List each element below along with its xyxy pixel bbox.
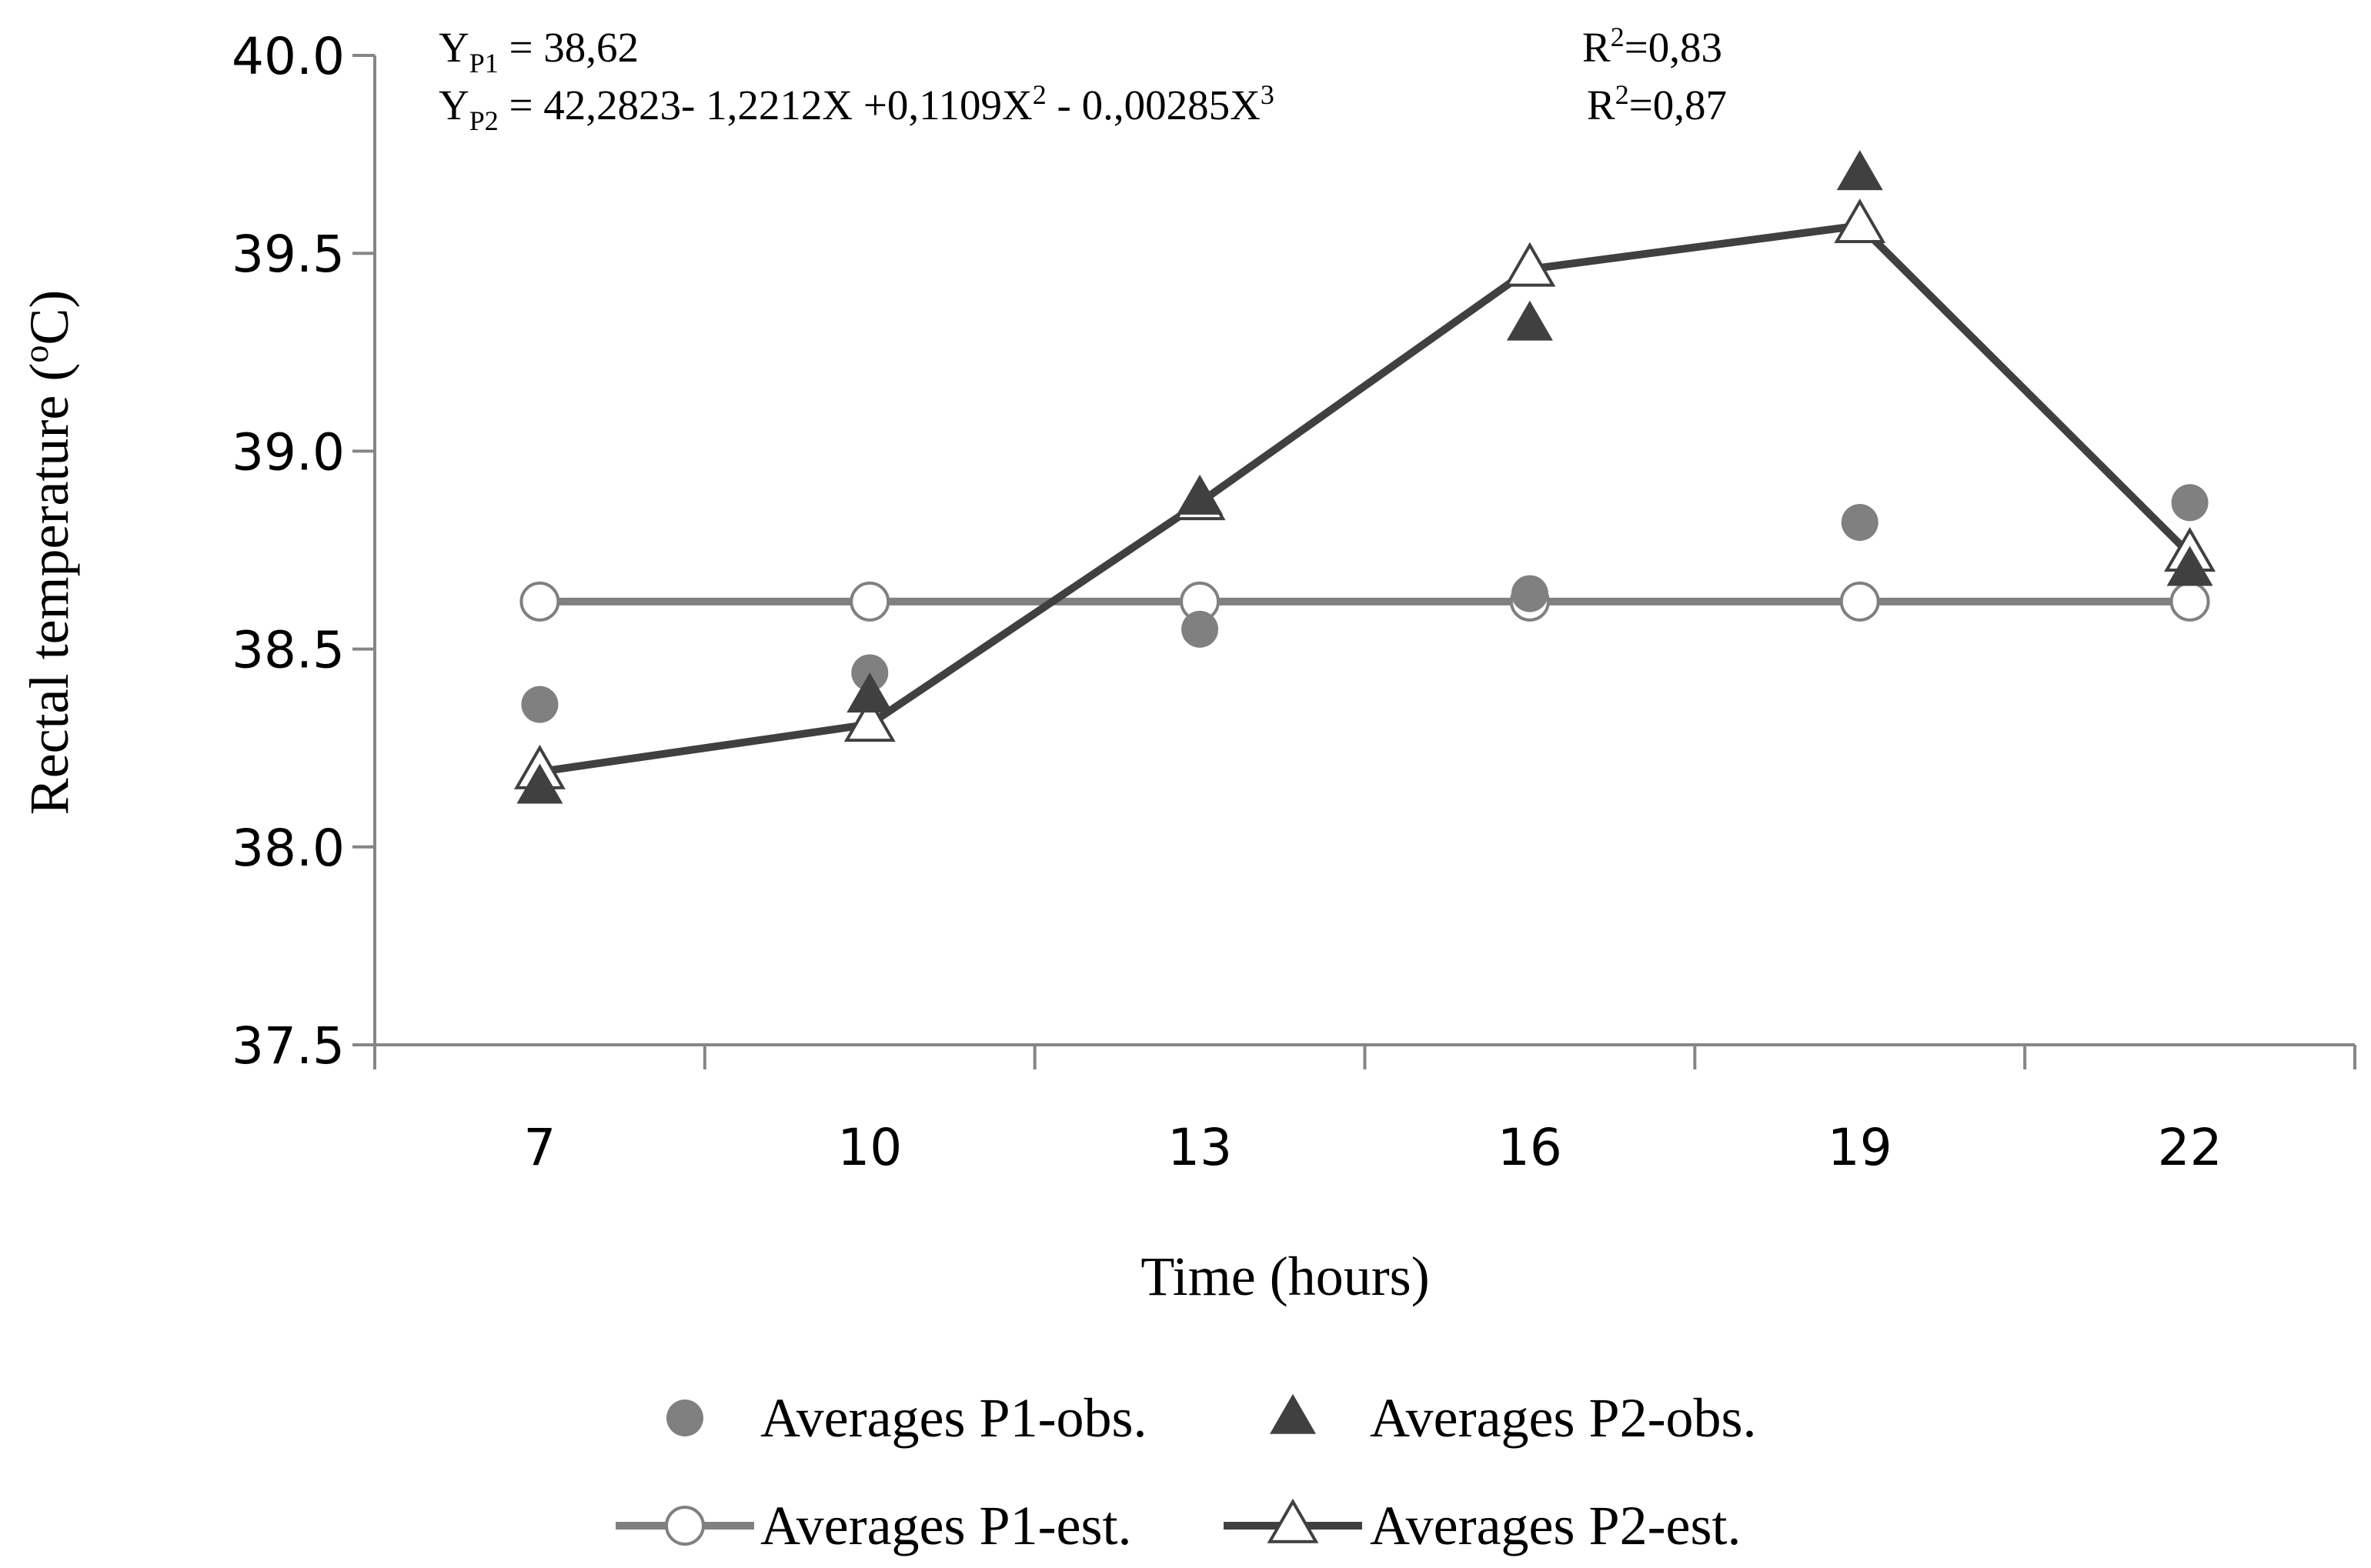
x-tick-label: 10 — [837, 1118, 902, 1177]
series-0-point — [1511, 575, 1548, 612]
series-0-point — [1841, 503, 1878, 541]
series-1-point — [516, 763, 563, 804]
legend-label: Averages P1-est. — [760, 1495, 1132, 1556]
series-0-point — [2171, 484, 2209, 522]
r-squared-p2: R2=0,87 — [1587, 79, 1727, 128]
equation-p2: YP2 = 42,2823- 1,2212X +0,1109X2 - 0.,00… — [439, 79, 1274, 136]
legend-label: Averages P2-obs. — [1370, 1387, 1757, 1449]
series-2-point — [850, 581, 890, 622]
series-1-point — [1177, 474, 1224, 515]
equation-p1: YP1 = 38,62 — [439, 24, 639, 78]
series-line-3 — [539, 222, 2193, 776]
legend-label: Averages P2-est. — [1370, 1495, 1742, 1556]
series-1-point — [1506, 300, 1553, 341]
series-3-point — [1834, 198, 1886, 243]
legend-marker — [666, 1400, 703, 1436]
y-tick-label: 39.5 — [232, 225, 345, 284]
x-tick-label: 16 — [1498, 1118, 1562, 1177]
series-2-point — [2169, 581, 2210, 622]
series-1-point — [2166, 545, 2213, 586]
series-0-point — [1181, 610, 1219, 648]
x-axis-title: Time (hours) — [1140, 1246, 1429, 1307]
series-3-point — [843, 697, 896, 742]
y-tick-label: 37.5 — [232, 1016, 345, 1076]
y-tick-label: 40.0 — [232, 27, 345, 86]
x-axis-ticks: 7 10 13 16 19 22 — [373, 1045, 2356, 1177]
y-tick-label: 38.5 — [232, 621, 345, 680]
x-tick-label: 22 — [2158, 1118, 2222, 1177]
plot-area — [513, 150, 2216, 804]
legend-marker — [1270, 1393, 1316, 1434]
r-squared-p1: R2=0,83 — [1582, 22, 1722, 71]
legend-label: Averages P1-obs. — [760, 1387, 1147, 1449]
x-tick-label: 13 — [1167, 1118, 1232, 1177]
y-axis-ticks: 37.5 38.0 38.5 39.0 39.5 40.0 — [232, 27, 375, 1076]
x-tick-label: 7 — [523, 1118, 556, 1177]
series-1-point — [847, 672, 893, 713]
legend-marker — [1267, 1498, 1319, 1543]
series-2-point — [1839, 581, 1880, 622]
legend: Averages P1-obs. Averages P2-obs. Averages… — [616, 1387, 1757, 1556]
x-tick-label: 19 — [1828, 1118, 1892, 1177]
y-axis-title: Rectal temperature (oC) — [16, 290, 80, 816]
series-2-point — [519, 581, 560, 622]
series-1-point — [1836, 150, 1883, 191]
series-0-point — [521, 686, 559, 723]
legend-marker — [665, 1506, 705, 1546]
y-tick-label: 38.0 — [232, 819, 345, 878]
y-tick-label: 39.0 — [232, 422, 345, 482]
series-3-point — [1504, 242, 1556, 287]
